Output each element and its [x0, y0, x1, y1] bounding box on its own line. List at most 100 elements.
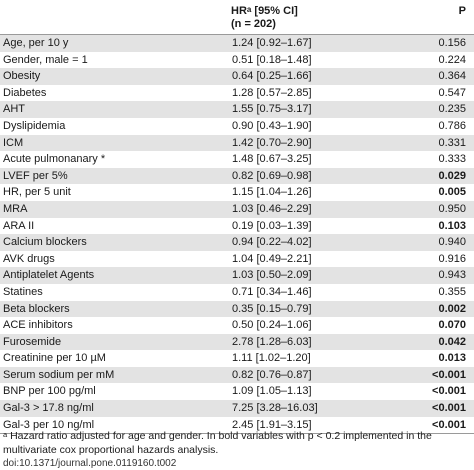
p-value-cell: 0.029 [438, 169, 466, 182]
table-body: Age, per 10 y 1.24 [0.92–1.67] 0.156 Gender… [0, 35, 474, 433]
hr-cell: 1.24 [0.92–1.67] [232, 37, 312, 49]
p-value-cell: 0.916 [438, 252, 466, 265]
variable-cell: MRA [3, 202, 28, 215]
table-row: Age, per 10 y 1.24 [0.92–1.67] 0.156 [0, 35, 474, 52]
table-row: Antiplatelet Agents 1.03 [0.50–2.09] 0.943 [0, 267, 474, 284]
variable-cell: Furosemide [3, 335, 62, 348]
variable-cell: ICM [3, 136, 24, 149]
p-value-cell: 0.013 [438, 352, 466, 365]
hr-cell: 0.82 [0.76–0.87] [232, 368, 312, 381]
hr-cell: 2.45 [1.91–3.15] [232, 418, 312, 431]
table-row: Statines 0.71 [0.34–1.46] 0.355 [0, 284, 474, 301]
table-row: Creatinine per 10 µM 1.11 [1.02–1.20] 0.01… [0, 350, 474, 367]
table-row: Acute pulmonanary * 1.48 [0.67–3.25] 0.333 [0, 151, 474, 168]
variable-cell: Diabetes [3, 86, 47, 99]
hr-cell: 0.64 [0.25–1.66] [232, 70, 312, 83]
variable-cell: ARA II [3, 219, 35, 232]
variable-cell: LVEF per 5% [3, 169, 68, 182]
p-value-cell: 0.333 [438, 153, 466, 166]
n-label: (n = 202) [231, 18, 276, 30]
p-value-cell: 0.547 [438, 86, 466, 99]
table-bottom-rule [0, 433, 474, 435]
p-column-header: P [458, 5, 466, 17]
p-value-cell: 0.786 [438, 119, 466, 132]
hr-cell: 1.04 [0.49–2.21] [232, 252, 312, 265]
hr-cell: 1.15 [1.04–1.26] [232, 186, 312, 199]
table-row: Obesity 0.64 [0.25–1.66] 0.364 [0, 68, 474, 85]
variable-cell: BNP per 100 pg/ml [3, 385, 96, 398]
hr-cell: 0.51 [0.18–1.48] [232, 53, 312, 66]
table-row: Gal-3 per 10 ng/ml 2.45 [1.91–3.15] <0.001 [0, 417, 474, 434]
table-row: ICM 1.42 [0.70–2.90] 0.331 [0, 134, 474, 152]
table-row: MRA 1.03 [0.46–2.29] 0.950 [0, 200, 474, 218]
hr-cell: 2.78 [1.28–6.03] [232, 335, 312, 348]
p-value-cell: 0.070 [438, 319, 466, 332]
table-row: Beta blockers 0.35 [0.15–0.79] 0.002 [0, 300, 474, 318]
variable-cell: Beta blockers [3, 302, 70, 315]
variable-cell: Obesity [3, 70, 41, 83]
variable-cell: Calcium blockers [3, 236, 87, 249]
hr-cell: 0.90 [0.43–1.90] [232, 119, 312, 132]
p-value-cell: 0.002 [438, 302, 466, 315]
p-value-cell: 0.364 [438, 70, 466, 83]
hr-cell: 1.28 [0.57–2.85] [232, 86, 312, 99]
p-value-cell: 0.224 [438, 53, 466, 66]
p-value-cell: <0.001 [432, 385, 466, 398]
hr-cell: 1.11 [1.02–1.20] [232, 352, 311, 365]
table-header: HRa [95% CI] (n = 202) P [0, 2, 474, 35]
variable-cell: Gender, male = 1 [3, 53, 88, 66]
variable-cell: Gal-3 per 10 ng/ml [3, 418, 95, 431]
p-value-cell: 0.355 [438, 285, 466, 298]
variable-cell: Age, per 10 y [3, 37, 69, 49]
p-value-cell: <0.001 [432, 418, 466, 431]
table-row: AHT 1.55 [0.75–3.17] 0.235 [0, 101, 474, 118]
variable-cell: Serum sodium per mM [3, 368, 115, 381]
variable-cell: Gal-3 > 17.8 ng/ml [3, 402, 94, 415]
hr-cell: 1.03 [0.46–2.29] [232, 202, 312, 215]
hr-cell: 0.71 [0.34–1.46] [232, 285, 312, 298]
table-row: HR, per 5 unit 1.15 [1.04–1.26] 0.005 [0, 184, 474, 201]
table-row: Serum sodium per mM 0.82 [0.76–0.87] <0.00… [0, 366, 474, 384]
variable-cell: Dyslipidemia [3, 119, 66, 132]
hr-cell: 1.09 [1.05–1.13] [232, 385, 312, 398]
hr-cell: 7.25 [3.28–16.03] [232, 402, 318, 415]
variable-cell: Antiplatelet Agents [3, 269, 95, 282]
variable-cell: HR, per 5 unit [3, 186, 71, 199]
table-row: Dyslipidemia 0.90 [0.43–1.90] 0.786 [0, 118, 474, 135]
table-row: Furosemide 2.78 [1.28–6.03] 0.042 [0, 333, 474, 351]
hr-cell: 1.55 [0.75–3.17] [232, 103, 312, 116]
results-table: HRa [95% CI] (n = 202) P Age, per 10 y 1.… [0, 2, 474, 435]
p-value-cell: 0.235 [438, 103, 466, 116]
p-value-cell: 0.943 [438, 269, 466, 282]
hr-cell: 1.03 [0.50–2.09] [232, 269, 312, 282]
hr-cell: 0.19 [0.03–1.39] [232, 219, 312, 232]
p-value-cell: 0.103 [438, 219, 466, 232]
p-value-cell: 0.156 [438, 37, 466, 49]
table-row: ARA II 0.19 [0.03–1.39] 0.103 [0, 218, 474, 235]
hr-cell: 0.82 [0.69–0.98] [232, 169, 312, 182]
variable-cell: AVK drugs [3, 252, 55, 265]
p-value-cell: <0.001 [432, 402, 466, 415]
variable-cell: AHT [3, 103, 25, 116]
table-row: Gender, male = 1 0.51 [0.18–1.48] 0.224 [0, 52, 474, 69]
footnote-text: Hazard ratio adjusted for age and gender… [3, 430, 432, 456]
hr-cell: 0.94 [0.22–4.02] [232, 236, 312, 249]
p-value-cell: 0.950 [438, 202, 466, 215]
variable-cell: Creatinine per 10 µM [3, 352, 106, 365]
variable-cell: ACE inhibitors [3, 319, 73, 332]
doi-label: doi:10.1371/journal.pone.0119160.t002 [3, 458, 177, 469]
hr-cell: 0.50 [0.24–1.06] [232, 319, 312, 332]
hr-label: HR [231, 5, 247, 17]
table-row: BNP per 100 pg/ml 1.09 [1.05–1.13] <0.001 [0, 383, 474, 400]
p-value-cell: 0.940 [438, 236, 466, 249]
hr-cell: 1.48 [0.67–3.25] [232, 153, 312, 166]
table-row: AVK drugs 1.04 [0.49–2.21] 0.916 [0, 251, 474, 268]
p-value-cell: 0.331 [438, 136, 466, 149]
table-row: Diabetes 1.28 [0.57–2.85] 0.547 [0, 85, 474, 102]
table-row: Gal-3 > 17.8 ng/ml 7.25 [3.28–16.03] <0.00… [0, 400, 474, 417]
p-value-cell: <0.001 [432, 368, 466, 381]
hr-cell: 0.35 [0.15–0.79] [232, 302, 312, 315]
variable-cell: Acute pulmonanary * [3, 153, 106, 166]
footnote-superscript: a [3, 430, 8, 439]
table-row: Calcium blockers 0.94 [0.22–4.02] 0.940 [0, 234, 474, 251]
